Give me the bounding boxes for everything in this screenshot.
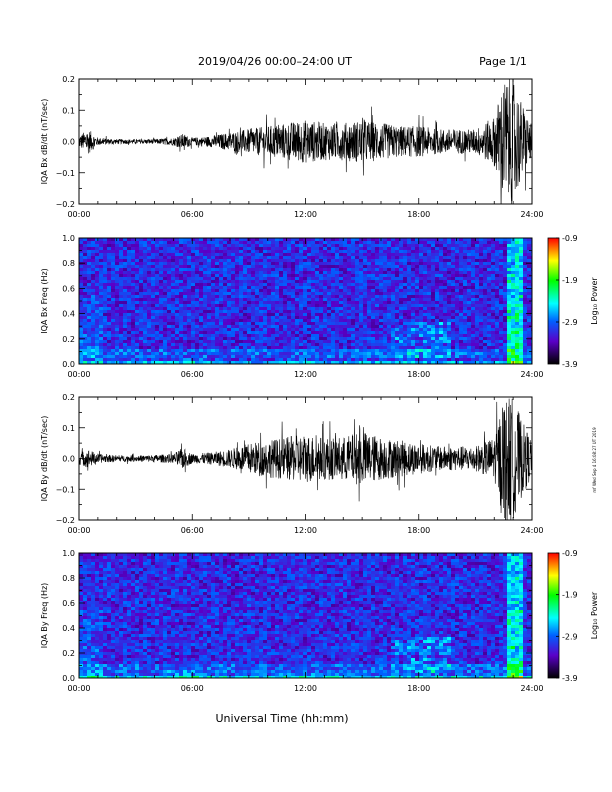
by-spectrogram-xtick-label: 12:00 bbox=[294, 684, 317, 693]
by-timeseries-xtick-label: 06:00 bbox=[181, 526, 204, 535]
bx-timeseries-xtick-label: 06:00 bbox=[181, 210, 204, 219]
by-timeseries-xtick-label: 18:00 bbox=[407, 526, 430, 535]
bx-timeseries-ylabel: IQA Bx dB/dt (nT/sec) bbox=[40, 99, 49, 185]
bx-timeseries-ytick-label: 0.1 bbox=[62, 106, 75, 115]
by-timeseries-ylabel: IQA By dB/dt (nT/sec) bbox=[40, 416, 49, 502]
bx-spectrogram-cells bbox=[79, 238, 532, 364]
bx-spectrogram-ylabel: IQA Bx Freq (Hz) bbox=[40, 268, 49, 334]
bx-timeseries-ytick-label: −0.2 bbox=[56, 200, 75, 209]
bx-spectrogram-colorbar-tick: -2.9 bbox=[562, 318, 578, 327]
bx-timeseries-ytick-label: 0.0 bbox=[62, 138, 75, 147]
by-spectrogram-colorbar-tick: -2.9 bbox=[562, 632, 578, 641]
bx-timeseries-ytick-label: −0.1 bbox=[56, 169, 75, 178]
by-spectrogram-xtick-label: 00:00 bbox=[67, 684, 90, 693]
bx-timeseries-ytick-label: 0.2 bbox=[62, 75, 75, 84]
bx-spectrogram-colorbar-label: Log₁₀ Power bbox=[590, 277, 599, 325]
by-spectrogram-colorbar-label: Log₁₀ Power bbox=[590, 591, 599, 639]
bx-spectrogram-ytick-label: 0.0 bbox=[62, 360, 75, 369]
bx-spectrogram-xtick-label: 24:00 bbox=[520, 370, 543, 379]
bx-timeseries-xtick-label: 00:00 bbox=[67, 210, 90, 219]
by-spectrogram-ytick-label: 0.2 bbox=[62, 649, 75, 658]
bx-spectrogram-colorbar-tick: -3.9 bbox=[562, 360, 578, 369]
by-timeseries-xtick-label: 24:00 bbox=[520, 526, 543, 535]
bx-spectrogram-ytick-label: 1.0 bbox=[62, 234, 75, 243]
bx-spectrogram-colorbar: -0.9 -1.9 -2.9 -3.9 Log₁₀ Power bbox=[547, 234, 599, 369]
by-timeseries-ytick-label: 0.1 bbox=[62, 424, 75, 433]
bx-timeseries-xtick-label: 12:00 bbox=[294, 210, 317, 219]
by-spectrogram-ytick-label: 0.8 bbox=[62, 574, 75, 583]
by-timeseries-xtick-label: 12:00 bbox=[294, 526, 317, 535]
bx-spectrogram-ytick-label: 0.4 bbox=[62, 310, 75, 319]
bx-spectrogram-panel: 00:00 06:00 12:00 18:00 24:00 1.0 0.8 0.6 0.4 0.2… bbox=[40, 234, 599, 379]
by-timeseries-xtick-label: 00:00 bbox=[67, 526, 90, 535]
by-spectrogram-colorbar-tick: -0.9 bbox=[562, 549, 578, 558]
bx-timeseries-xtick-label: 18:00 bbox=[407, 210, 430, 219]
by-timeseries-series-line bbox=[79, 398, 532, 520]
bx-spectrogram-xtick-label: 06:00 bbox=[181, 370, 204, 379]
by-spectrogram-ytick-label: 1.0 bbox=[62, 549, 75, 558]
side-note: mf Wed Sep 4 16:08:27 UT 2019 bbox=[592, 427, 597, 493]
by-timeseries-ytick-label: −0.2 bbox=[56, 516, 75, 525]
bx-timeseries-panel: 00:00 06:00 12:00 18:00 24:00 0.2 0.1 0.0 −0.1 −0… bbox=[40, 75, 544, 219]
bx-spectrogram-colorbar-gradient bbox=[547, 237, 560, 365]
by-spectrogram-ytick-label: 0.4 bbox=[62, 624, 75, 633]
by-spectrogram-ytick-label: 0.0 bbox=[62, 674, 75, 683]
bx-timeseries-xtick-label: 24:00 bbox=[520, 210, 543, 219]
by-timeseries-panel: 00:00 06:00 12:00 18:00 24:00 0.2 0.1 0.0 −0.1 −0… bbox=[40, 393, 544, 535]
by-spectrogram-xtick-label: 18:00 bbox=[407, 684, 430, 693]
bx-spectrogram-xtick-label: 18:00 bbox=[407, 370, 430, 379]
page-title: 2019/04/26 00:00–24:00 UT bbox=[198, 55, 352, 68]
by-timeseries-ytick-label: 0.0 bbox=[62, 455, 75, 464]
by-spectrogram-colorbar-tick: -3.9 bbox=[562, 674, 578, 683]
bx-spectrogram-ytick-label: 0.8 bbox=[62, 259, 75, 268]
bx-spectrogram-ytick-label: 0.2 bbox=[62, 335, 75, 344]
x-axis-title: Universal Time (hh:mm) bbox=[216, 712, 349, 725]
bx-spectrogram-colorbar-tick: -1.9 bbox=[562, 276, 578, 285]
by-spectrogram-xtick-label: 06:00 bbox=[181, 684, 204, 693]
by-spectrogram-panel: 00:00 06:00 12:00 18:00 24:00 1.0 0.8 0.6 0.4 0.2… bbox=[40, 549, 599, 693]
by-spectrogram-colorbar-tick: -1.9 bbox=[562, 591, 578, 600]
by-spectrogram-colorbar: -0.9 -1.9 -2.9 -3.9 Log₁₀ Power bbox=[547, 549, 599, 683]
by-timeseries-ytick-label: 0.2 bbox=[62, 393, 75, 402]
bx-spectrogram-xtick-label: 00:00 bbox=[67, 370, 90, 379]
by-spectrogram-xtick-label: 24:00 bbox=[520, 684, 543, 693]
bx-spectrogram-colorbar-tick: -0.9 bbox=[562, 234, 578, 243]
page-number: Page 1/1 bbox=[479, 55, 527, 68]
by-spectrogram-cells bbox=[79, 553, 532, 678]
by-timeseries-ytick-label: −0.1 bbox=[56, 485, 75, 494]
by-spectrogram-ylabel: IQA By Freq (Hz) bbox=[40, 583, 49, 649]
by-spectrogram-ytick-label: 0.6 bbox=[62, 599, 75, 608]
bx-spectrogram-xtick-label: 12:00 bbox=[294, 370, 317, 379]
bx-timeseries-series-line bbox=[79, 79, 532, 204]
bx-spectrogram-ytick-label: 0.6 bbox=[62, 284, 75, 293]
by-spectrogram-colorbar-gradient bbox=[547, 552, 560, 679]
